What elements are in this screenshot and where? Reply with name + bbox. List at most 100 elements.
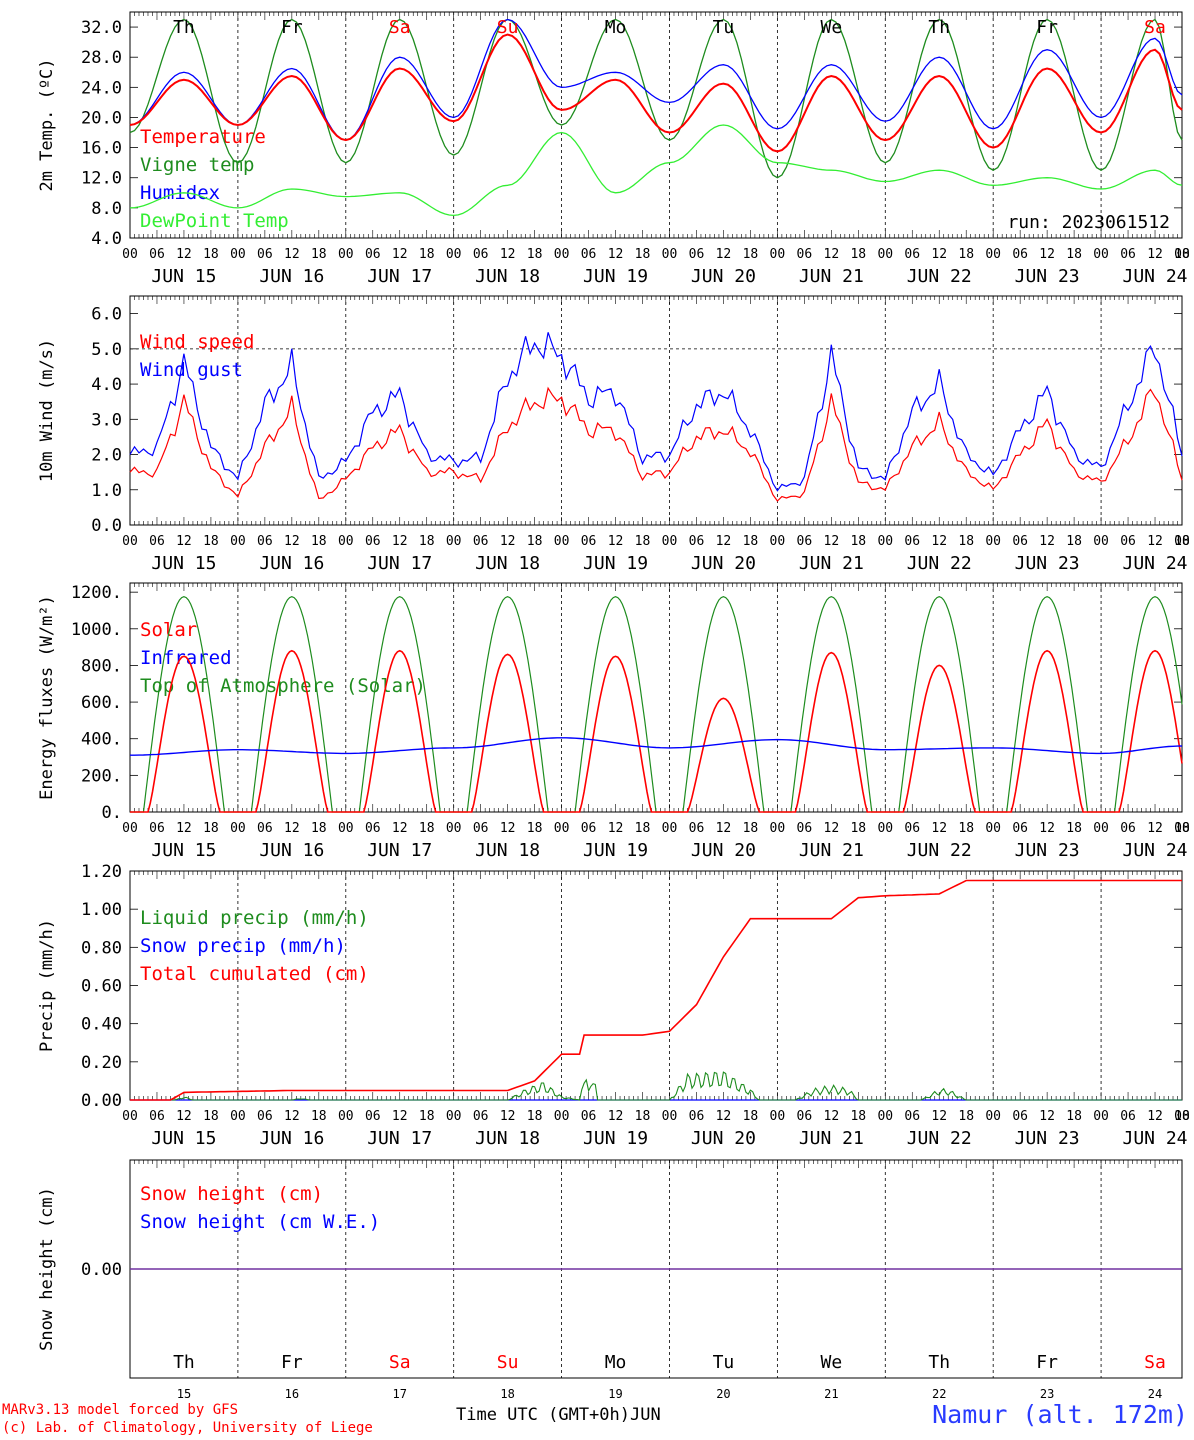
- temp-hour-label: 06: [365, 247, 381, 262]
- energy-hour-label: 18: [743, 821, 759, 836]
- energy-date-label: JUN 23: [1015, 840, 1080, 861]
- temp-date-label: JUN 19: [583, 266, 648, 287]
- temp-hour-label: 06: [257, 247, 273, 262]
- energy-hour-label: 12: [392, 821, 408, 836]
- precip-hour-label: 00: [662, 1109, 678, 1124]
- energy-hour-label: 00: [230, 821, 246, 836]
- precip-hour-label: 06: [689, 1109, 705, 1124]
- temp-hour-label: 00: [1093, 247, 1109, 262]
- energy-hour-label: 06: [581, 821, 597, 836]
- temp-hour-label: 06: [797, 247, 813, 262]
- energy-hour-label: 18: [1174, 821, 1190, 836]
- temp-date-label: JUN 22: [907, 266, 972, 287]
- precip-date-label: JUN 20: [691, 1128, 756, 1149]
- precip-hour-label: 18: [743, 1109, 759, 1124]
- wind-hour-label: 18: [203, 534, 219, 549]
- temp-ytick-label: 8.0: [91, 199, 122, 219]
- energy-hour-label: 00: [338, 821, 354, 836]
- temp-weekday-label: Su: [497, 17, 519, 38]
- energy-ytick-label: 1000.: [71, 620, 122, 640]
- wind-hour-label: 06: [257, 534, 273, 549]
- wind-date-label: JUN 16: [259, 553, 324, 574]
- wind-hour-label: 12: [931, 534, 947, 549]
- temp-date-label: JUN 20: [691, 266, 756, 287]
- precip-series-liquid: [130, 1071, 1182, 1101]
- temp-series-humidex: [129, 18, 1183, 141]
- snow-legend-item: Snow height (cm W.E.): [140, 1211, 380, 1233]
- wind-hour-label: 18: [1174, 534, 1190, 549]
- energy-hour-label: 12: [284, 821, 300, 836]
- temp-weekday-label: Mo: [605, 17, 627, 38]
- energy-hour-label: 12: [931, 821, 947, 836]
- energy-hour-label: 12: [608, 821, 624, 836]
- wind-hour-label: 18: [743, 534, 759, 549]
- precip-hour-label: 06: [797, 1109, 813, 1124]
- energy-hour-label: 00: [446, 821, 462, 836]
- day-number-label: 24: [1148, 1387, 1162, 1401]
- precip-hour-label: 18: [958, 1109, 974, 1124]
- precip-hour-label: 18: [1066, 1109, 1082, 1124]
- precip-ytick-label: 0.60: [81, 977, 122, 997]
- wind-ytick-label: 0.0: [91, 516, 122, 536]
- temp-date-label: JUN 15: [151, 266, 216, 287]
- precip-hour-label: 18: [527, 1109, 543, 1124]
- precip-hour-label: 12: [1039, 1109, 1055, 1124]
- temp-hour-label: 18: [1174, 247, 1190, 262]
- credits: MARv3.13 model forced by GFS (c) Lab. of…: [2, 1401, 373, 1437]
- wind-hour-label: 00: [122, 534, 138, 549]
- wind-date-label: JUN 24: [1123, 553, 1188, 574]
- energy-hour-label: 06: [473, 821, 489, 836]
- precip-hour-label: 00: [122, 1109, 138, 1124]
- day-number-label: 17: [393, 1387, 407, 1401]
- run-annotation: run: 2023061512: [1007, 212, 1170, 233]
- wind-hour-label: 06: [689, 534, 705, 549]
- energy-hour-label: 06: [149, 821, 165, 836]
- precip-hour-label: 00: [446, 1109, 462, 1124]
- wind-hour-label: 18: [311, 534, 327, 549]
- temp-hour-label: 18: [1066, 247, 1082, 262]
- energy-date-label: JUN 17: [367, 840, 432, 861]
- precip-hour-label: 06: [473, 1109, 489, 1124]
- temp-hour-label: 12: [716, 247, 732, 262]
- energy-hour-label: 12: [1147, 821, 1163, 836]
- wind-hour-label: 12: [392, 534, 408, 549]
- energy-hour-label: 00: [1174, 821, 1190, 836]
- temp-hour-label: 12: [284, 247, 300, 262]
- precip-hour-label: 12: [284, 1109, 300, 1124]
- temp-hour-label: 12: [931, 247, 947, 262]
- energy-series-solar: [130, 649, 1183, 813]
- wind-hour-label: 00: [1093, 534, 1109, 549]
- snow-ylabel: Snow height (cm): [37, 1187, 57, 1351]
- energy-date-label: JUN 18: [475, 840, 540, 861]
- temp-ytick-label: 12.0: [81, 169, 122, 189]
- precip-hour-label: 18: [635, 1109, 651, 1124]
- precip-hour-label: 06: [365, 1109, 381, 1124]
- precip-ylabel: Precip (mm/h): [37, 919, 57, 1052]
- energy-hour-label: 12: [176, 821, 192, 836]
- precip-date-label: JUN 22: [907, 1128, 972, 1149]
- temp-hour-label: 00: [770, 247, 786, 262]
- precip-hour-label: 12: [392, 1109, 408, 1124]
- temp-hour-label: 12: [1039, 247, 1055, 262]
- precip-hour-label: 06: [149, 1109, 165, 1124]
- temp-hour-label: 00: [1174, 247, 1190, 262]
- energy-ytick-label: 800.: [81, 656, 122, 676]
- energy-ytick-label: 200.: [81, 766, 122, 786]
- energy-hour-label: 12: [500, 821, 516, 836]
- temp-hour-label: 00: [554, 247, 570, 262]
- temp-hour-label: 12: [500, 247, 516, 262]
- energy-hour-label: 00: [122, 821, 138, 836]
- wind-ytick-label: 4.0: [91, 375, 122, 395]
- temp-date-label: JUN 18: [475, 266, 540, 287]
- energy-legend-item: Top of Atmosphere (Solar): [140, 675, 426, 697]
- energy-hour-label: 12: [716, 821, 732, 836]
- temp-weekday-label: Fr: [281, 17, 303, 38]
- wind-hour-label: 00: [446, 534, 462, 549]
- snow-legend-item: Snow height (cm): [140, 1183, 323, 1205]
- wind-ytick-label: 6.0: [91, 305, 122, 325]
- temp-ytick-label: 32.0: [81, 18, 122, 38]
- snow-weekday-label: Mo: [605, 1352, 627, 1373]
- precip-hour-label: 00: [1174, 1109, 1190, 1124]
- precip-hour-label: 06: [581, 1109, 597, 1124]
- wind-hour-label: 12: [500, 534, 516, 549]
